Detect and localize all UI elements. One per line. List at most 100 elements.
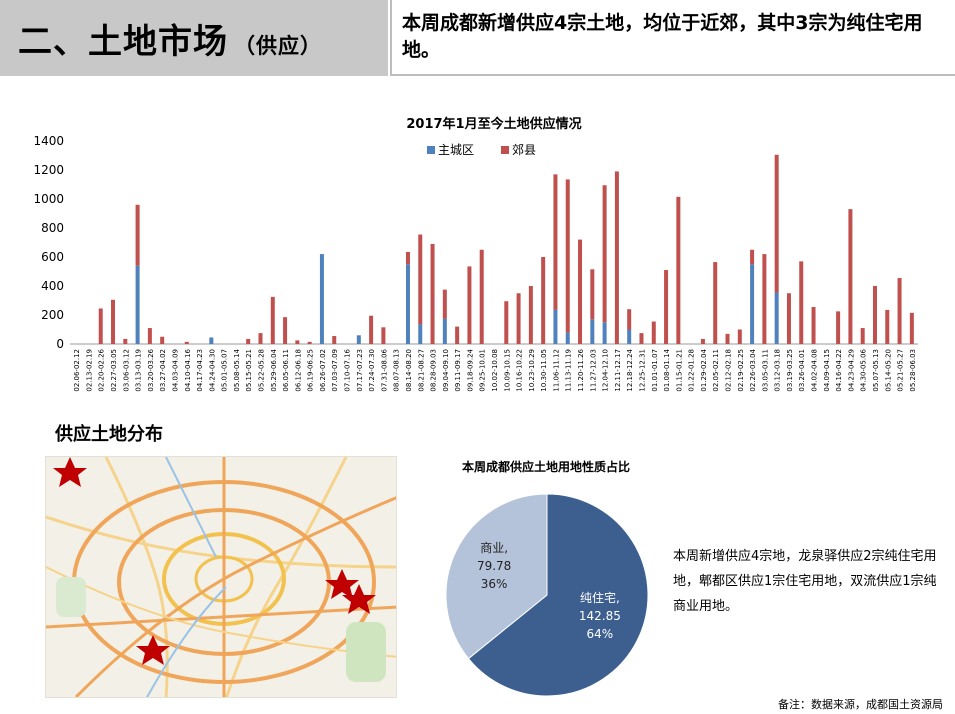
x-tick-label: 11.13-11.19	[565, 349, 573, 392]
page-title: 二、土地市场 （供应）	[18, 14, 322, 63]
y-tick-label: 600	[41, 250, 64, 264]
bar-suburb	[725, 333, 730, 344]
x-tick-label: 02.05-02.11	[712, 349, 720, 392]
legend-label-suburb: 郊县	[512, 143, 536, 157]
x-tick-label: 02.19-02.25	[737, 349, 745, 392]
x-tick-label: 02.06-02.12	[73, 349, 81, 392]
x-tick-label: 03.05-03.11	[761, 349, 769, 392]
x-tick-label: 12.04-12.10	[602, 349, 610, 392]
x-tick-label: 04.16-04.22	[835, 349, 843, 392]
bar-suburb	[442, 289, 447, 319]
bar-suburb	[430, 243, 435, 344]
bar-suburb	[762, 254, 767, 344]
star-marker-shuangliu	[136, 635, 170, 665]
supply-description: 本周新增供应4宗地，龙泉驿供应2宗纯住宅用地，郫都区供应1宗住宅用地，双流供应1…	[673, 549, 937, 614]
bar-suburb	[565, 179, 570, 333]
bar-suburb	[111, 299, 116, 344]
x-tick-label: 04.17-04.23	[196, 349, 204, 392]
x-tick-label: 03.12-03.18	[774, 349, 782, 392]
x-tick-label: 12.25-12.31	[638, 349, 646, 392]
bar-suburb	[786, 293, 791, 344]
pie-chart-title: 本周成都供应土地用地性质占比	[462, 459, 630, 474]
page-title-sub: （供应）	[234, 34, 322, 58]
x-tick-label: 11.27-12.03	[589, 349, 597, 392]
y-tick-label: 200	[41, 308, 64, 322]
y-tick-label: 1000	[33, 192, 64, 206]
pie-data-label: 纯住宅, 142.85 64%	[579, 590, 621, 641]
x-tick-label: 09.04-09.10	[442, 349, 450, 392]
x-tick-label: 09.11-09.17	[454, 349, 462, 392]
x-tick-label: 02.13-02.19	[85, 349, 93, 392]
x-tick-label: 07.10-07.16	[344, 348, 352, 391]
x-tick-label: 05.28-06.03	[909, 349, 917, 392]
x-tick-label: 06.05-06.11	[282, 349, 290, 392]
x-tick-label: 04.02-04.08	[811, 349, 819, 392]
bar-suburb	[897, 278, 902, 344]
x-tick-label: 10.02-10.08	[491, 349, 499, 392]
x-tick-label: 03.06-03.12	[122, 349, 130, 392]
bar-main-city	[750, 264, 755, 344]
x-tick-label: 02.12-02.18	[725, 349, 733, 392]
x-tick-label: 01.15-01.21	[675, 349, 683, 392]
x-tick-label: 08.14-08.20	[405, 349, 413, 392]
bar-suburb	[528, 286, 533, 344]
x-tick-label: 01.01-01.07	[651, 349, 659, 392]
bar-suburb	[700, 338, 705, 344]
x-tick-label: 06.19-06.25	[307, 349, 315, 392]
star-marker-longquanyi-2	[342, 584, 376, 614]
bar-main-city	[442, 318, 447, 344]
bar-suburb	[295, 340, 300, 344]
x-tick-label: 07.17-07.23	[356, 349, 364, 392]
bar-suburb	[639, 333, 644, 344]
x-tick-label: 05.21-05.27	[897, 349, 905, 392]
bar-suburb	[799, 261, 804, 344]
bar-suburb	[541, 257, 546, 344]
x-tick-label: 05.07-05.13	[872, 349, 880, 392]
x-tick-label: 10.23-10.29	[528, 349, 536, 392]
bar-suburb	[479, 249, 484, 344]
bar-main-city	[356, 335, 361, 344]
x-tick-label: 08.28-09.03	[430, 349, 438, 392]
bar-main-city	[590, 319, 595, 344]
legend-swatch-main-city	[427, 146, 435, 154]
bar-chart-title: 2017年1月至今土地供应情况	[406, 116, 581, 132]
y-tick-label: 1400	[33, 134, 64, 148]
x-tick-label: 04.03-04.09	[171, 349, 179, 392]
bar-suburb	[381, 327, 386, 344]
x-tick-label: 02.27-03.05	[110, 349, 118, 392]
pie-slice-residential	[467, 493, 649, 697]
legend-swatch-suburb	[501, 146, 509, 154]
x-tick-label: 01.29-02.04	[700, 348, 708, 391]
bar-suburb	[405, 251, 410, 265]
y-tick-label: 800	[41, 221, 64, 235]
x-tick-label: 11.20-11.26	[577, 348, 585, 391]
bar-suburb	[578, 239, 583, 344]
x-tick-label: 04.30-05.06	[860, 348, 868, 391]
bar-main-city	[602, 322, 607, 344]
bar-suburb	[750, 249, 755, 265]
bar-suburb	[160, 336, 165, 344]
x-tick-label: 02.20-02.26	[98, 348, 106, 391]
x-tick-label: 10.16-10.22	[516, 349, 524, 392]
y-tick-label: 0	[56, 337, 64, 351]
bar-suburb	[270, 296, 275, 344]
bar-suburb	[467, 266, 472, 344]
pie-slice-commercial	[445, 493, 548, 660]
bar-suburb	[627, 309, 632, 330]
bar-main-city	[774, 292, 779, 344]
bar-suburb	[602, 185, 607, 323]
bar-suburb	[664, 270, 669, 344]
bar-suburb	[553, 174, 558, 310]
map-graphic	[46, 457, 396, 697]
bar-suburb	[836, 311, 841, 344]
bar-suburb	[811, 307, 816, 344]
x-tick-label: 04.24-04.30	[208, 349, 216, 392]
x-tick-label: 05.15-05.21	[245, 349, 253, 392]
x-tick-label: 11.06-11.12	[552, 349, 560, 392]
x-tick-label: 04.23-04.29	[847, 349, 855, 392]
bar-suburb	[504, 301, 509, 344]
bar-suburb	[737, 329, 742, 344]
x-tick-label: 03.13-03.19	[135, 349, 143, 392]
x-tick-label: 04.09-04.15	[823, 349, 831, 392]
